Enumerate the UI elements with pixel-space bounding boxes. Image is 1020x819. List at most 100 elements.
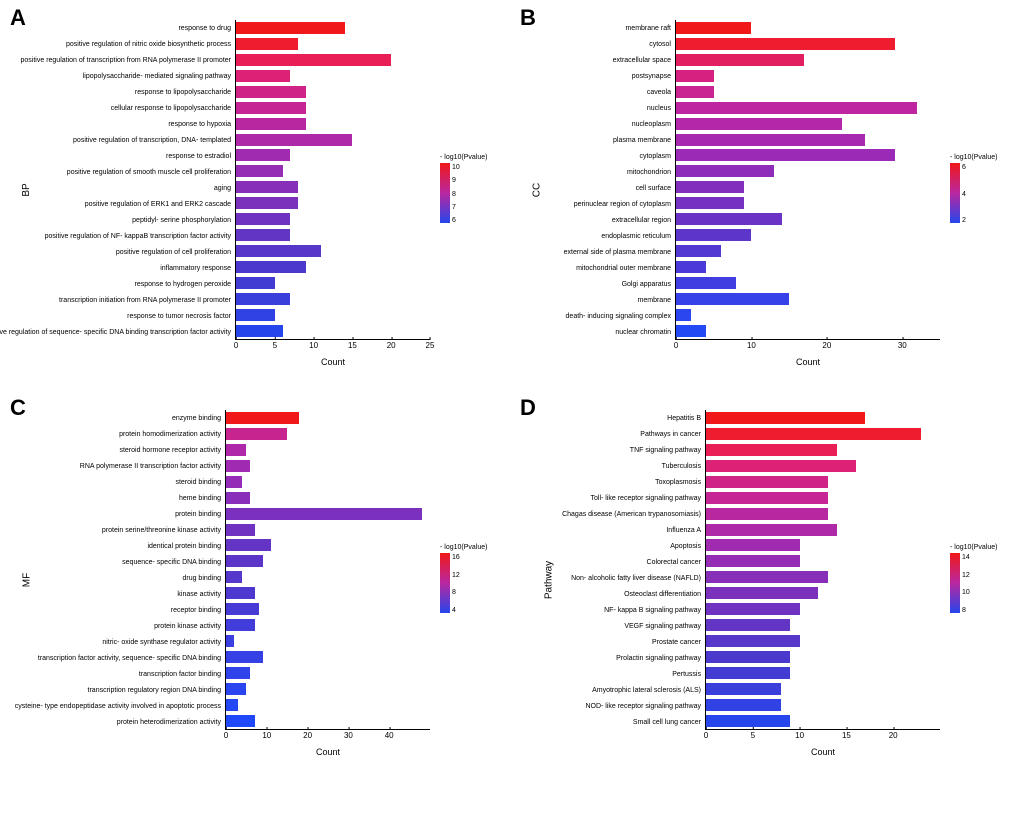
category-label: perinuclear region of cytoplasm <box>545 197 675 211</box>
category-labels: response to drugpositive regulation of n… <box>35 10 235 370</box>
category-label: steroid binding <box>35 475 225 489</box>
x-tick: 10 <box>309 341 318 350</box>
bar <box>676 134 865 146</box>
category-label: cellular response to lipopolysaccharide <box>35 101 235 115</box>
legend-ticks: 1412108 <box>962 554 970 614</box>
bar <box>236 309 275 321</box>
category-label: Prostate cancer <box>545 635 705 649</box>
bar <box>236 54 391 66</box>
category-label: mitochondrial outer membrane <box>545 261 675 275</box>
bars-area: 0510152025Count <box>235 20 430 340</box>
category-label: sequence- specific DNA binding <box>35 555 225 569</box>
category-label: Osteoclast differentiation <box>545 587 705 601</box>
category-label: Apoptosis <box>545 539 705 553</box>
color-legend: - log10(Pvalue)161284 <box>440 544 500 613</box>
legend-tick: 12 <box>452 572 460 579</box>
x-tick: 20 <box>387 341 396 350</box>
category-label: caveola <box>545 85 675 99</box>
bar <box>226 492 250 504</box>
category-label: Pertussis <box>545 667 705 681</box>
category-label: positive regulation of cell proliferatio… <box>35 245 235 259</box>
category-label: protein serine/threonine kinase activity <box>35 523 225 537</box>
category-label: positive regulation of nitric oxide bios… <box>35 37 235 51</box>
legend-ticks: 161284 <box>452 554 460 614</box>
legend-gradient <box>950 163 960 223</box>
x-tick: 5 <box>751 731 755 740</box>
bar <box>706 524 837 536</box>
category-label: Hepatitis B <box>545 411 705 425</box>
category-label: protein kinase activity <box>35 619 225 633</box>
x-tick: 0 <box>234 341 238 350</box>
x-tick: 0 <box>674 341 678 350</box>
x-tick: 15 <box>348 341 357 350</box>
category-label: Prolactin signaling pathway <box>545 651 705 665</box>
category-label: nitric- oxide synthase regulator activit… <box>35 635 225 649</box>
panel-letter: C <box>10 395 26 421</box>
color-legend: - log10(Pvalue)109876 <box>440 154 500 223</box>
bar <box>226 683 246 695</box>
category-label: Toxoplasmosis <box>545 475 705 489</box>
category-label: transcription initiation from RNA polyme… <box>35 293 235 307</box>
bar <box>226 555 263 567</box>
category-label: TNF signaling pathway <box>545 443 705 457</box>
bar <box>706 699 781 711</box>
bar <box>226 587 255 599</box>
category-label: lipopolysaccharide- mediated signaling p… <box>35 69 235 83</box>
bar <box>706 619 790 631</box>
bar <box>676 70 714 82</box>
x-tick: 30 <box>344 731 353 740</box>
bar <box>706 492 828 504</box>
x-tick: 10 <box>795 731 804 740</box>
category-label: drug binding <box>35 571 225 585</box>
category-label: cytoplasm <box>545 149 675 163</box>
panel-b: BCCmembrane raftcytosolextracellular spa… <box>520 10 1010 370</box>
x-axis-label: Count <box>316 747 340 757</box>
category-label: transcription factor binding <box>35 667 225 681</box>
legend-gradient <box>950 553 960 613</box>
bar <box>706 539 800 551</box>
bar <box>676 38 895 50</box>
color-legend: - log10(Pvalue)642 <box>950 154 1010 223</box>
legend-tick: 6 <box>452 217 460 224</box>
chart-area: PathwayHepatitis BPathways in cancerTNF … <box>545 400 1010 760</box>
legend-title: - log10(Pvalue) <box>950 154 1010 161</box>
x-ticks: 010203040 <box>226 729 430 745</box>
legend-ticks: 109876 <box>452 164 460 224</box>
category-label: Colorectal cancer <box>545 555 705 569</box>
bar <box>226 571 242 583</box>
category-label: protein binding <box>35 507 225 521</box>
category-label: plasma membrane <box>545 133 675 147</box>
legend-title: - log10(Pvalue) <box>440 154 500 161</box>
bar <box>706 635 800 647</box>
bar <box>706 555 800 567</box>
category-label: membrane raft <box>545 21 675 35</box>
legend-title: - log10(Pvalue) <box>950 544 1010 551</box>
legend-tick: 10 <box>452 164 460 171</box>
x-axis-label: Count <box>321 357 345 367</box>
category-label: NF- kappa B signaling pathway <box>545 603 705 617</box>
legend-tick: 7 <box>452 204 460 211</box>
x-tick: 25 <box>426 341 435 350</box>
category-label: transcription regulatory region DNA bind… <box>35 683 225 697</box>
category-label: endoplasmic reticulum <box>545 229 675 243</box>
bar <box>236 149 290 161</box>
y-axis-label: Pathway <box>544 561 555 599</box>
bar <box>706 571 828 583</box>
category-label: positive regulation of ERK1 and ERK2 cas… <box>35 197 235 211</box>
bar <box>676 22 751 34</box>
bar <box>676 229 751 241</box>
category-label: Amyotrophic lateral sclerosis (ALS) <box>545 683 705 697</box>
category-label: positive regulation of smooth muscle cel… <box>35 165 235 179</box>
category-label: positive regulation of transcription fro… <box>35 53 235 67</box>
bar <box>706 651 790 663</box>
category-label: NOD- like receptor signaling pathway <box>545 699 705 713</box>
bar <box>676 102 917 114</box>
y-axis-label: MF <box>22 573 33 587</box>
bar <box>226 651 263 663</box>
category-label: response to tumor necrosis factor <box>35 309 235 323</box>
color-legend: - log10(Pvalue) 1412108 <box>950 544 1010 613</box>
bar <box>236 181 298 193</box>
bar <box>676 86 714 98</box>
x-axis-label: Count <box>796 357 820 367</box>
panel-letter: A <box>10 5 26 31</box>
